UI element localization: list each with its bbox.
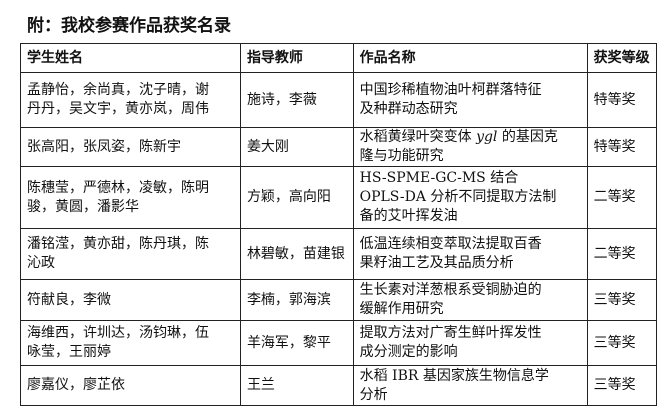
work-cell: 水稻 IBR 基因家族生物信息学 分析 — [352, 365, 588, 406]
work-cell: 提取方法对广寄生鲜叶挥发性 成分测定的影响 — [352, 320, 588, 366]
teachers-cell: 李楠，郭海滨 — [239, 279, 354, 321]
award-cell: 二等奖 — [586, 228, 658, 280]
students-cell: 潘铭滢，黄亦甜，陈丹琪，陈 沁政 — [20, 228, 241, 280]
teachers-cell: 林碧敏，苗建银 — [239, 228, 354, 280]
page-title: 附：我校参赛作品获奖名录 — [27, 16, 231, 36]
students-cell: 陈穗莹，严德林，凌敏，陈明 骏，黄圆，潘影华 — [20, 166, 241, 229]
table-row: 潘铭滢，黄亦甜，陈丹琪，陈 沁政 林碧敏，苗建银 低温连续相变萃取法提取百香 果… — [20, 228, 658, 280]
table-row: 张高阳，张凤姿，陈新宇 姜大刚 水稻黄绿叶突变体 ygl 的基因克 隆与功能研究… — [20, 127, 658, 167]
table-row: 廖嘉仪，廖芷依 王兰 水稻 IBR 基因家族生物信息学 分析 三等奖 — [20, 365, 658, 406]
table-row: 孟静怡，余尚真，沈子晴，谢 丹丹，吴文宇，黄亦岚，周伟 施诗，李薇 中国珍稀植物… — [20, 72, 658, 128]
table-row: 陈穗莹，严德林，凌敏，陈明 骏，黄圆，潘影华 方颖，高向阳 HS-SPME-GC… — [20, 166, 658, 229]
award-cell: 特等奖 — [586, 72, 658, 128]
award-cell: 三等奖 — [586, 320, 658, 366]
teachers-cell: 方颖，高向阳 — [239, 166, 354, 229]
work-text: 水稻黄绿叶突变体 — [359, 129, 477, 145]
header-students: 学生姓名 — [20, 43, 241, 73]
teachers-cell: 王兰 — [239, 365, 354, 406]
teachers-cell: 羊海军，黎平 — [239, 320, 354, 366]
table-row: 符献良，李微 李楠，郭海滨 生长素对洋葱根系受铜胁迫的 缓解作用研究 三等奖 — [20, 279, 658, 321]
award-cell: 三等奖 — [586, 279, 658, 321]
table-header-row: 学生姓名 指导教师 作品名称 获奖等级 — [20, 43, 658, 73]
award-cell: 三等奖 — [586, 365, 658, 406]
header-teachers: 指导教师 — [239, 43, 354, 73]
work-cell: 低温连续相变萃取法提取百香 果籽油工艺及其品质分析 — [352, 228, 588, 280]
students-cell: 孟静怡，余尚真，沈子晴，谢 丹丹，吴文宇，黄亦岚，周伟 — [20, 72, 241, 128]
students-cell: 廖嘉仪，廖芷依 — [20, 365, 241, 406]
work-cell: HS-SPME-GC-MS 结合 OPLS-DA 分析不同提取方法制 备的艾叶挥… — [352, 166, 588, 229]
work-text: 的基因克 隆与功能研究 — [359, 129, 558, 164]
work-cell: 中国珍稀植物油叶柯群落特征 及种群动态研究 — [352, 72, 588, 128]
work-cell: 水稻黄绿叶突变体 ygl 的基因克 隆与功能研究 — [352, 127, 588, 167]
students-cell: 海维西，许圳达，汤钧琳，伍 咏莹，王丽婷 — [20, 320, 241, 366]
award-table: 学生姓名 指导教师 作品名称 获奖等级 孟静怡，余尚真，沈子晴，谢 丹丹，吴文宇… — [20, 43, 658, 406]
header-work: 作品名称 — [352, 43, 588, 73]
award-cell: 二等奖 — [586, 166, 658, 229]
header-award: 获奖等级 — [586, 43, 658, 73]
students-cell: 张高阳，张凤姿，陈新宇 — [20, 127, 241, 167]
table-row: 海维西，许圳达，汤钧琳，伍 咏莹，王丽婷 羊海军，黎平 提取方法对广寄生鲜叶挥发… — [20, 320, 658, 366]
gene-name: ygl — [476, 129, 498, 145]
teachers-cell: 施诗，李薇 — [239, 72, 354, 128]
teachers-cell: 姜大刚 — [239, 127, 354, 167]
award-cell: 特等奖 — [586, 127, 658, 167]
work-cell: 生长素对洋葱根系受铜胁迫的 缓解作用研究 — [352, 279, 588, 321]
students-cell: 符献良，李微 — [20, 279, 241, 321]
